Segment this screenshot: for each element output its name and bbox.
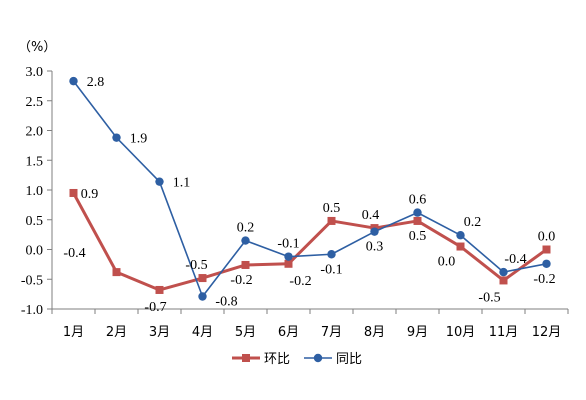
y-tick-label: -1.0 [21, 303, 43, 318]
data-label: -0.5 [185, 258, 207, 273]
data-label: -0.1 [277, 237, 299, 252]
data-point [456, 242, 465, 251]
data-point [241, 236, 250, 245]
y-tick-label: 1.0 [26, 184, 44, 199]
data-label: -0.2 [289, 274, 311, 289]
x-tick-label: 10月 [446, 325, 476, 340]
data-label: 0.9 [81, 187, 99, 202]
data-point [241, 260, 250, 269]
data-point [69, 76, 78, 86]
legend-marker [313, 353, 323, 363]
data-point [413, 216, 422, 225]
data-point [198, 292, 207, 301]
axes: -1.0 -0.5 0.0 0.5 1.0 1.5 2.0 2.5 3.0 1月 2月 3月 4月 5月 6… [21, 65, 569, 340]
data-label: 0.2 [237, 221, 255, 236]
data-labels: 0.9 -0.4 -0.7 -0.5 -0.2 -0.2 0.5 0.4 0.5 0.0 -0.5 0… [63, 75, 555, 315]
x-tick-label: 5月 [235, 325, 256, 340]
unit-label: （%） [18, 40, 56, 55]
series-line-mom [72, 192, 548, 292]
data-point [284, 259, 293, 268]
data-label: 1.1 [173, 176, 191, 191]
legend-label: 同比 [336, 352, 362, 367]
x-tick-label: 1月 [63, 325, 84, 340]
legend: 环比 同比 [232, 352, 362, 367]
data-point [542, 259, 551, 268]
data-point [155, 177, 164, 186]
y-tick-label: 0.5 [26, 214, 44, 229]
data-label: -0.2 [230, 273, 252, 288]
data-label: 0.5 [323, 201, 341, 216]
data-label: 0.0 [438, 255, 456, 270]
data-label: -0.5 [478, 290, 500, 305]
x-tick-label: 8月 [364, 325, 385, 340]
data-label: -0.7 [144, 300, 166, 315]
data-point [499, 276, 508, 285]
x-tick-label: 6月 [278, 325, 299, 340]
y-tick-label: 1.5 [26, 154, 44, 169]
data-point [198, 274, 207, 283]
series-lines [69, 76, 551, 301]
data-point [370, 227, 379, 236]
y-tick-label: 3.0 [26, 65, 44, 80]
data-point [456, 231, 465, 240]
x-tick-label: 4月 [192, 325, 213, 340]
series-line-yoy [72, 80, 547, 298]
x-tick-label: 7月 [321, 325, 342, 340]
x-tick-label: 2月 [106, 325, 127, 340]
data-point [112, 268, 121, 277]
data-point [155, 285, 164, 294]
data-point [327, 216, 336, 225]
x-tick-label: 3月 [149, 325, 170, 340]
data-label: -0.8 [215, 295, 237, 310]
x-tick-label: 9月 [407, 325, 428, 340]
data-label: -0.4 [63, 246, 85, 261]
data-point [542, 245, 551, 254]
y-tick-label: 0.0 [26, 244, 44, 259]
data-label: -0.1 [320, 262, 342, 277]
data-label: 0.0 [538, 230, 556, 245]
legend-marker [242, 354, 250, 362]
data-label: 1.9 [130, 132, 148, 147]
y-tick-label: -0.5 [21, 273, 43, 288]
data-label: 0.3 [366, 240, 384, 255]
x-tick-label: 12月 [532, 325, 562, 340]
x-tick-label: 11月 [489, 325, 519, 340]
data-label: 2.8 [87, 75, 105, 90]
data-point [69, 188, 78, 197]
data-label: 0.2 [464, 215, 482, 230]
y-tick-label: 2.0 [26, 125, 44, 140]
data-point [327, 250, 336, 259]
data-point [413, 208, 422, 217]
data-label: -0.4 [504, 252, 526, 267]
y-tick-label: 2.5 [26, 95, 44, 110]
data-point [112, 133, 121, 142]
data-label: -0.2 [533, 272, 555, 287]
data-label: 0.6 [409, 193, 427, 208]
data-label: 0.5 [409, 229, 427, 244]
data-point [499, 267, 508, 277]
data-point [284, 252, 293, 261]
legend-label: 环比 [264, 352, 290, 367]
data-label: 0.4 [362, 208, 380, 223]
